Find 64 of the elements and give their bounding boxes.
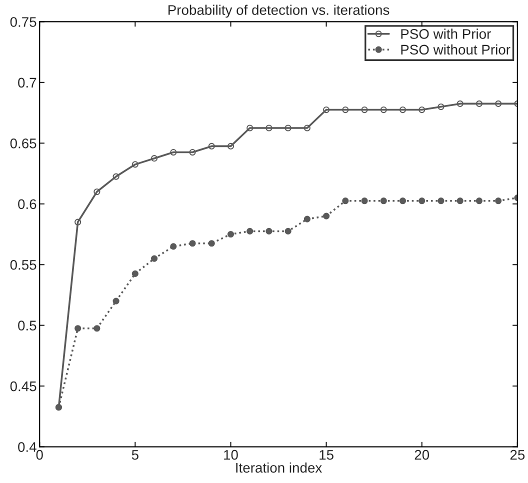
- point: [495, 100, 502, 108]
- point: [361, 106, 368, 114]
- point: [456, 100, 464, 108]
- point: [380, 198, 387, 204]
- point: [132, 161, 138, 168]
- point: [342, 198, 349, 204]
- point: [227, 142, 234, 150]
- legend-label: PSO without Prior: [401, 44, 510, 55]
- point: [304, 124, 310, 132]
- point: [361, 198, 368, 204]
- point: [418, 198, 426, 204]
- point: [150, 255, 158, 262]
- point: [246, 228, 254, 235]
- point: [342, 106, 349, 114]
- point: [266, 124, 272, 132]
- point: [323, 212, 330, 220]
- point: [418, 106, 426, 114]
- legend-label: PSO with Prior: [401, 28, 491, 39]
- point: [304, 216, 310, 222]
- y-tick-label: 0.75: [10, 17, 36, 27]
- point: [94, 188, 100, 196]
- x-tick-label: 5: [132, 450, 138, 460]
- x-tick-label: 20: [414, 450, 430, 460]
- point: [170, 148, 177, 156]
- point: [476, 198, 483, 204]
- point: [399, 106, 406, 114]
- y-tick-label: 0.65: [10, 138, 36, 148]
- point: [266, 228, 272, 235]
- x-axis-title: Iteration index: [236, 462, 322, 473]
- point: [380, 106, 387, 114]
- point: [246, 124, 254, 132]
- point: [456, 198, 464, 204]
- point: [284, 124, 292, 132]
- x-tick-label: 0: [36, 450, 43, 460]
- point: [189, 148, 196, 156]
- point: [74, 218, 82, 226]
- point: [476, 100, 483, 108]
- point: [284, 228, 292, 235]
- y-tick-label: 0.7: [18, 78, 36, 88]
- y-tick-label: 0.4: [18, 442, 36, 452]
- point: [438, 198, 444, 204]
- y-tick-label: 0.45: [10, 381, 36, 392]
- y-tick-label: 0.5: [18, 320, 36, 331]
- y-tick-label: 0.6: [18, 199, 36, 210]
- x-tick-label: 15: [320, 450, 334, 460]
- point: [189, 240, 196, 247]
- point: [438, 103, 444, 110]
- point: [94, 325, 100, 332]
- y-tick-label: 0.55: [10, 260, 36, 270]
- point: [170, 243, 177, 250]
- point: [112, 298, 120, 304]
- point: [399, 198, 406, 204]
- x-tick-label: 10: [224, 450, 238, 460]
- x-tick-label: 25: [510, 450, 525, 460]
- point: [112, 173, 120, 180]
- point: [74, 325, 82, 332]
- point: [208, 142, 215, 150]
- point: [132, 270, 138, 278]
- point: [323, 106, 330, 114]
- point: [227, 230, 234, 238]
- point: [495, 198, 502, 204]
- chart-title: Probability of detection vs. iterations: [168, 4, 390, 18]
- point: [150, 155, 158, 162]
- point: [208, 240, 215, 247]
